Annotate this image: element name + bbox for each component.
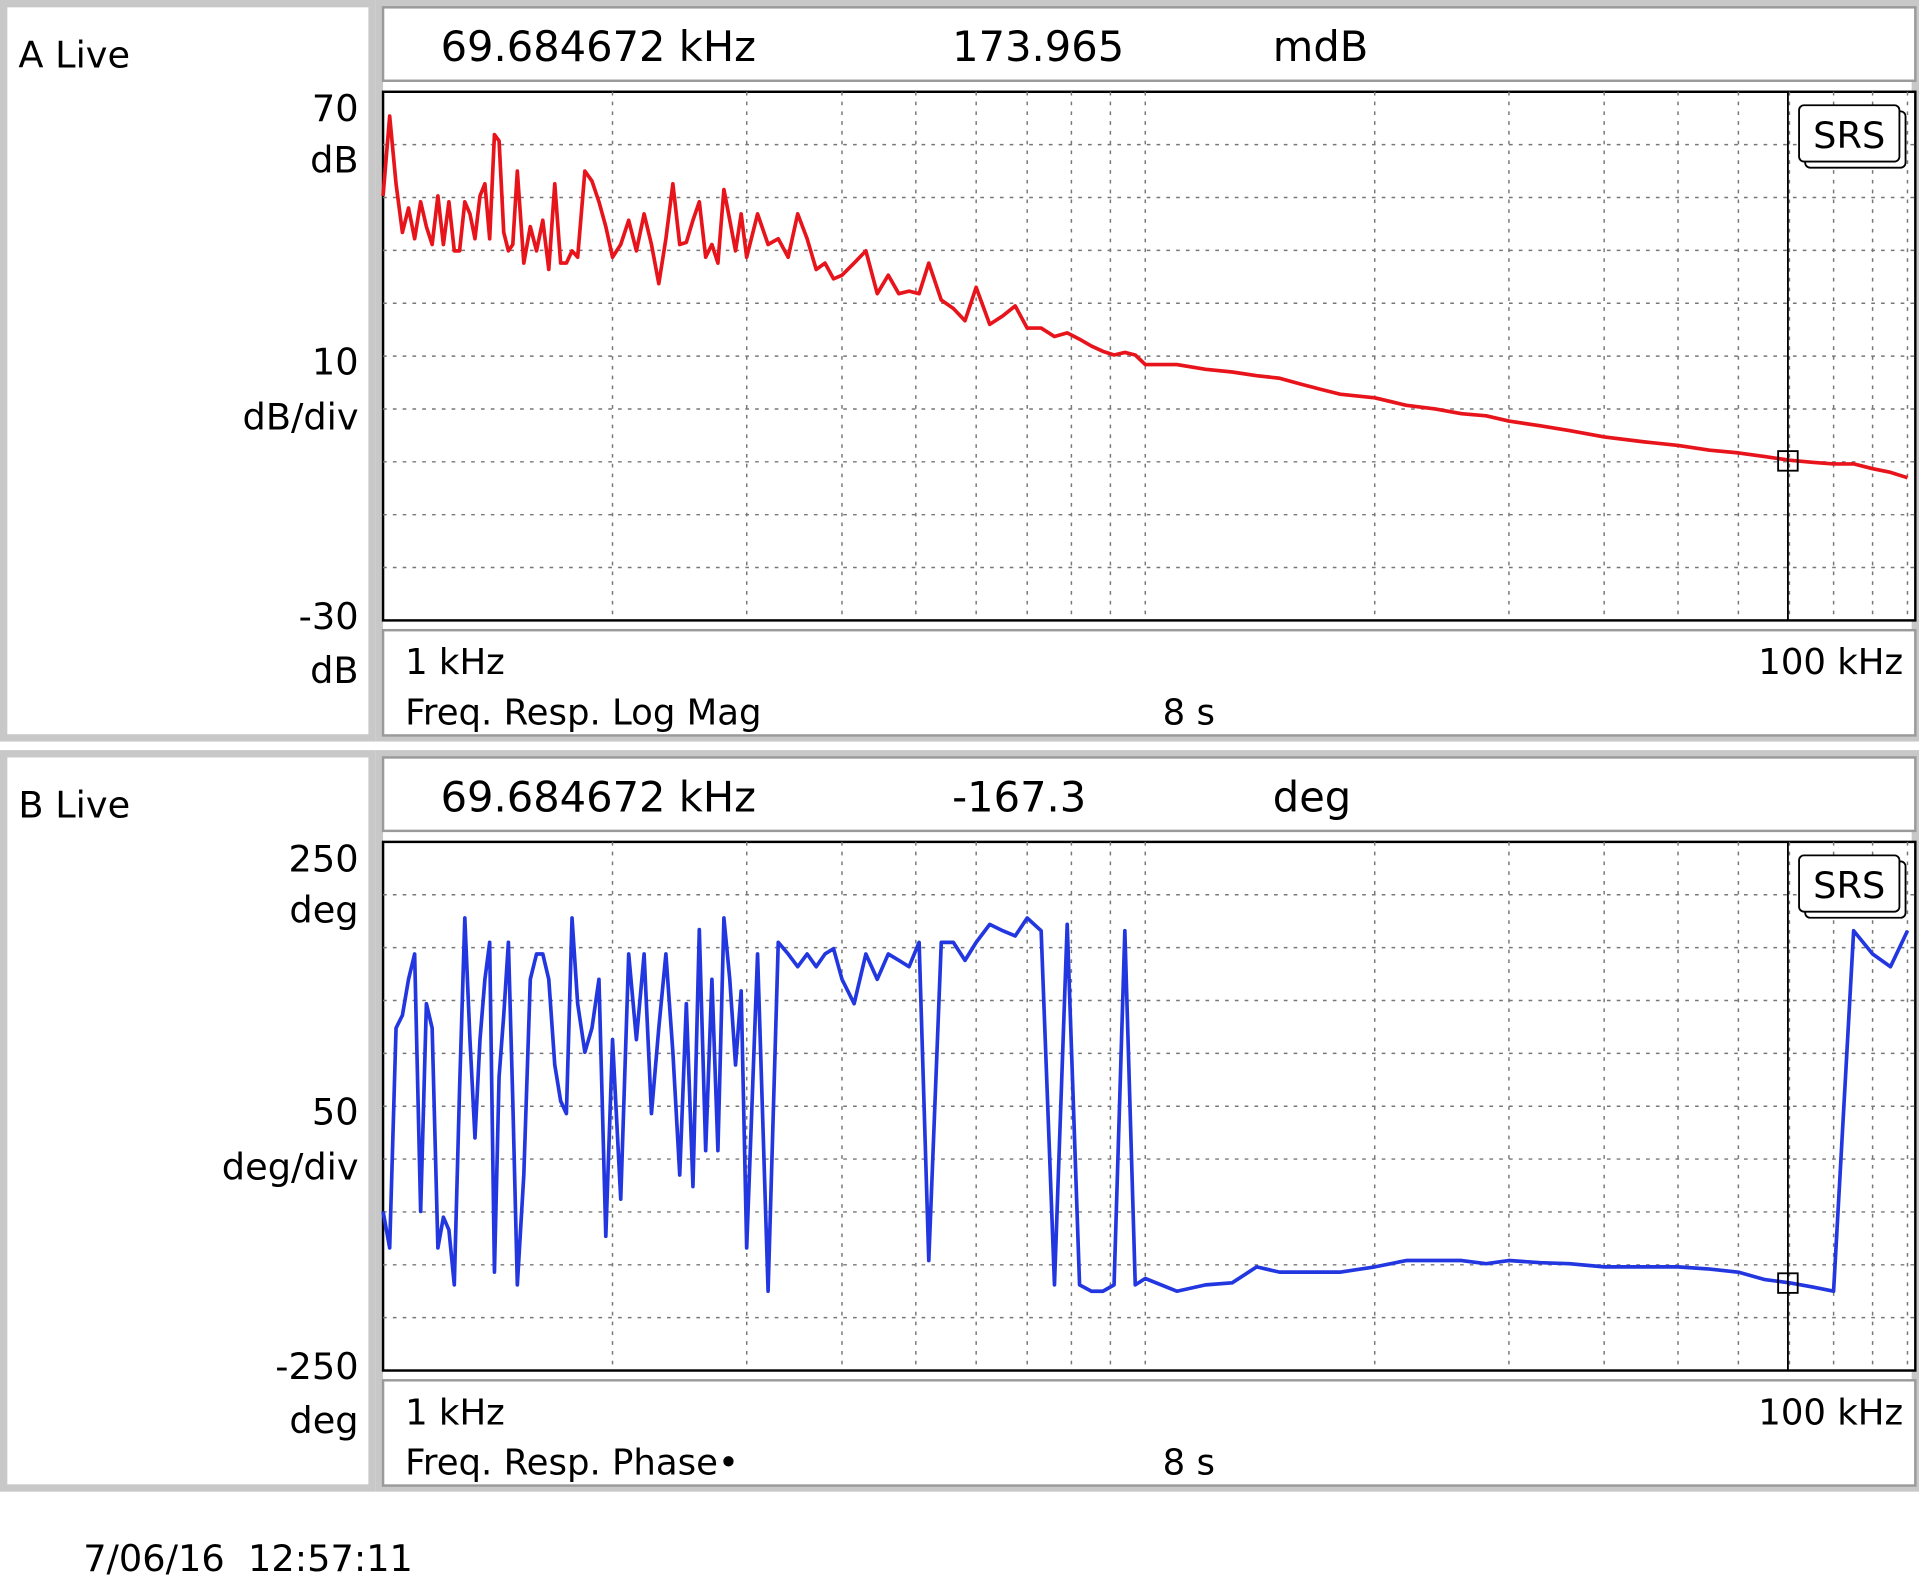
y-top-label: 70 <box>312 87 359 130</box>
cursor-value: 173.965 <box>952 22 1124 71</box>
y-bottom-label: -30 <box>299 595 359 638</box>
x-start-label: 1 kHz <box>405 1392 505 1433</box>
y-unit: deg <box>289 1399 358 1442</box>
side-panel <box>0 750 376 1492</box>
panel-label: A Live <box>18 33 130 76</box>
footer-box <box>381 628 1917 737</box>
cursor-value: -167.3 <box>952 772 1086 821</box>
y-scale-label: 10 <box>312 340 359 383</box>
y-scale-label: 50 <box>312 1091 359 1134</box>
y-bottom-label: -250 <box>275 1345 358 1388</box>
cursor-marker <box>1777 450 1799 472</box>
badge-label: SRS <box>1813 864 1885 907</box>
y-scale-unit: deg/div <box>222 1146 359 1189</box>
y-scale-unit: dB/div <box>243 396 359 439</box>
cursor-unit: mdB <box>1273 22 1368 71</box>
y-unit: dB <box>310 139 358 182</box>
x-end-label: 100 kHz <box>1758 1392 1903 1433</box>
x-start-label: 1 kHz <box>405 642 505 683</box>
acquisition-time: 8 s <box>1163 692 1215 733</box>
data-line <box>381 916 1910 1294</box>
y-unit: dB <box>310 649 358 692</box>
measurement-title: Freq. Resp. Phase• <box>405 1443 739 1484</box>
cursor-unit: deg <box>1273 772 1351 821</box>
x-end-label: 100 kHz <box>1758 642 1903 683</box>
header-box <box>381 756 1917 833</box>
cursor-marker <box>1777 1272 1799 1294</box>
cursor-frequency: 69.684672 kHz <box>441 22 756 71</box>
acquisition-time: 8 s <box>1163 1443 1215 1484</box>
y-unit: deg <box>289 889 358 932</box>
panel-label: B Live <box>18 783 130 826</box>
badge-box <box>1798 854 1901 913</box>
cursor-frequency: 69.684672 kHz <box>441 772 756 821</box>
footer-box <box>381 1379 1917 1487</box>
y-top-label: 250 <box>289 837 359 880</box>
header-box <box>381 6 1917 82</box>
measurement-title: Freq. Resp. Log Mag <box>405 692 761 733</box>
badge-box <box>1798 104 1901 163</box>
timestamp: 7/06/16 12:57:11 <box>83 1537 413 1580</box>
data-line <box>381 114 1909 480</box>
badge-label: SRS <box>1813 114 1885 157</box>
side-panel <box>0 0 376 742</box>
